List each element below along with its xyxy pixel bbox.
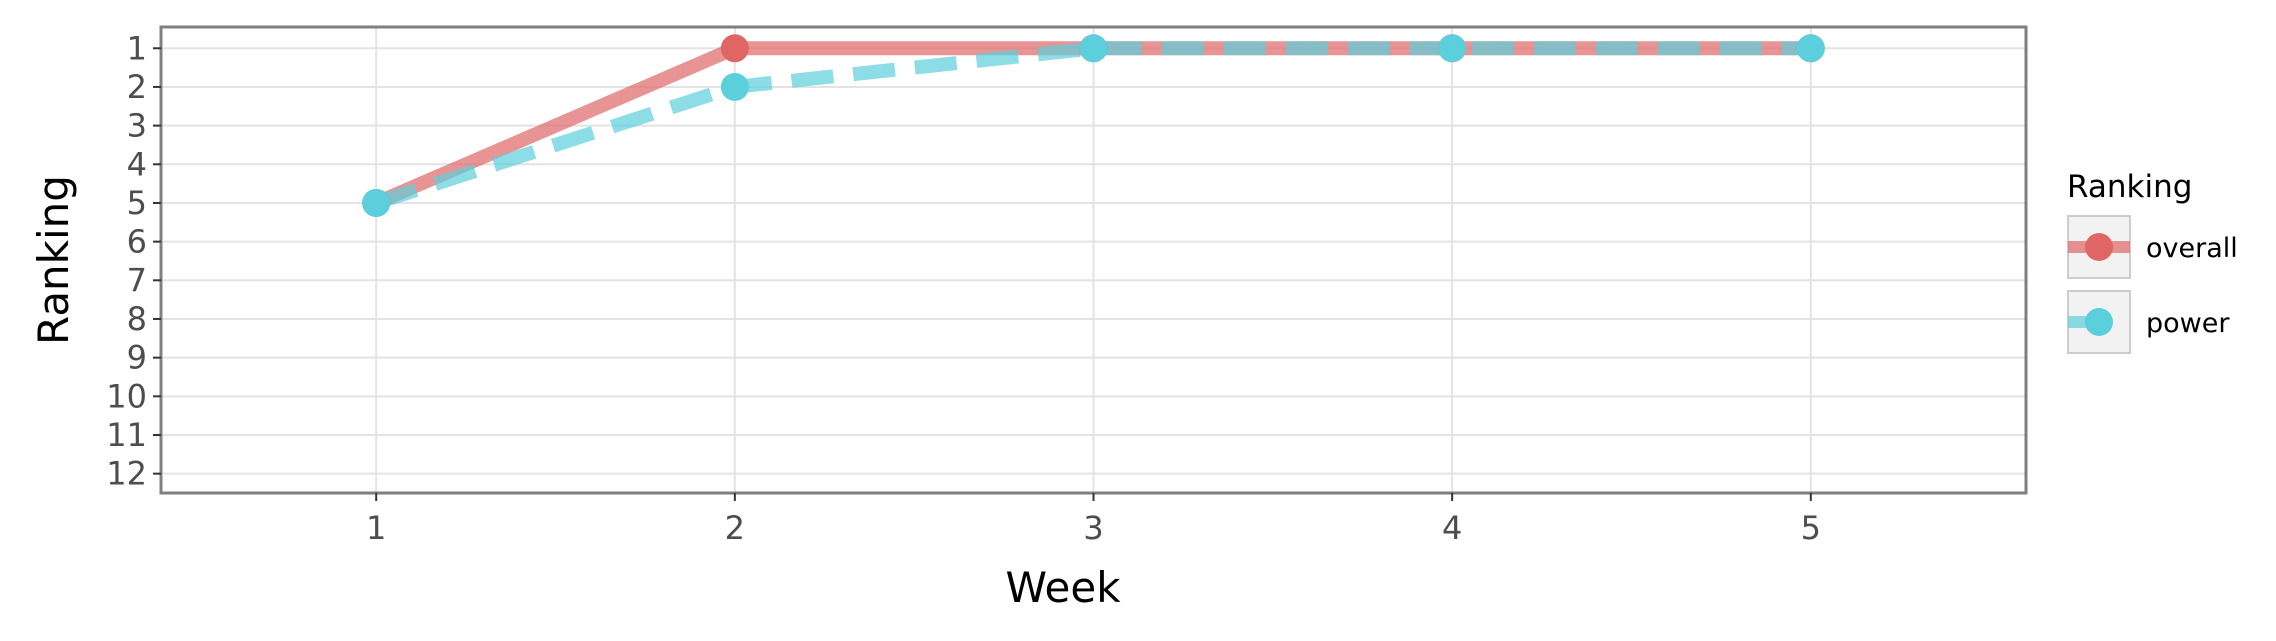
legend-label: power — [2146, 308, 2230, 339]
y-tick-label: 3 — [127, 107, 147, 145]
x-tick-label: 2 — [725, 509, 745, 547]
y-tick-label: 5 — [127, 184, 147, 222]
x-tick-label: 1 — [366, 509, 386, 547]
legend-item-power: power — [2067, 290, 2230, 354]
y-tick-label: 4 — [127, 145, 147, 183]
y-tick-label: 11 — [106, 416, 147, 454]
y-tick-label: 12 — [106, 455, 147, 493]
legend: Ranking overall power — [2067, 169, 2238, 354]
y-tick-label: 2 — [127, 68, 147, 106]
x-tick-label: 3 — [1083, 509, 1103, 547]
x-tick-label: 5 — [1801, 509, 1821, 547]
legend-key-point — [2085, 233, 2113, 261]
legend-title: Ranking — [2067, 169, 2192, 205]
y-tick-label: 10 — [106, 377, 147, 415]
y-axis-title: Ranking — [29, 175, 78, 345]
data-point-power — [1079, 34, 1108, 63]
data-point-power — [1796, 34, 1825, 63]
y-tick-label: 1 — [127, 29, 147, 67]
x-axis: 1 2 3 4 5 — [366, 493, 1821, 547]
data-point-power — [1438, 34, 1467, 63]
legend-label: overall — [2146, 233, 2238, 264]
x-axis-title: Week — [1005, 563, 1121, 612]
legend-key-point — [2085, 308, 2113, 336]
x-tick-label: 4 — [1442, 509, 1462, 547]
series-points — [362, 34, 1825, 217]
data-point-power — [720, 72, 749, 101]
y-tick-label: 7 — [127, 261, 147, 299]
series-line-power — [374, 41, 1811, 210]
legend-items: overall power — [2067, 215, 2238, 354]
y-tick-label: 8 — [127, 300, 147, 338]
data-point-power — [362, 188, 391, 217]
y-tick-label: 9 — [127, 339, 147, 377]
y-tick-label: 6 — [127, 223, 147, 261]
legend-item-overall: overall — [2067, 215, 2238, 279]
data-point-overall — [720, 34, 749, 63]
